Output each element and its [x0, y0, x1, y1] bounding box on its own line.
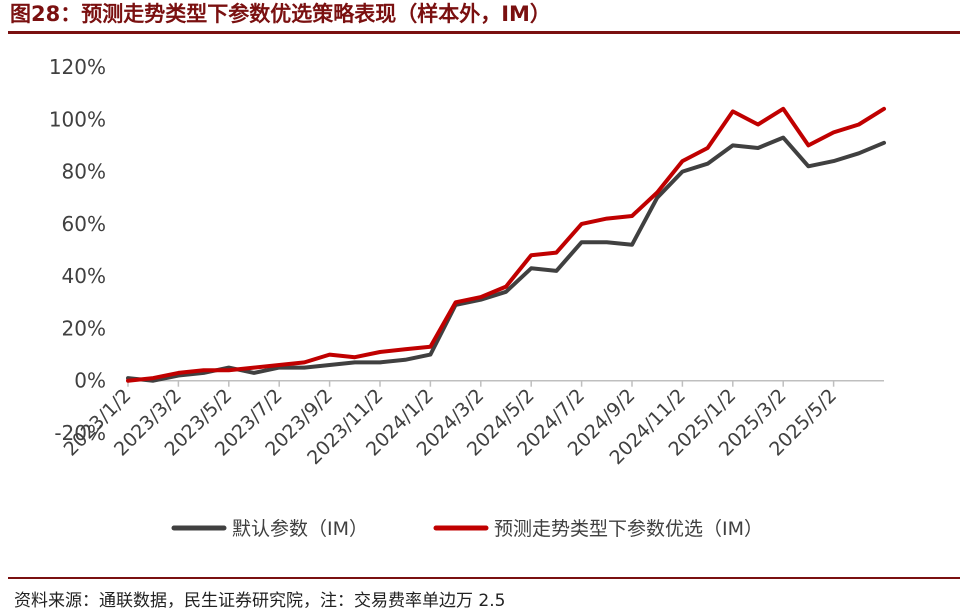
series-layer: [126, 106, 886, 383]
y-tick-label: 20%: [62, 316, 106, 340]
y-tick-label: 80%: [62, 160, 106, 184]
y-axis: -20% 0% 20% 40% 60% 80% 100% 120%: [49, 55, 106, 445]
y-tick-label: 120%: [49, 55, 106, 79]
x-axis: 2023/1/22023/3/22023/5/22023/7/22023/9/2…: [60, 380, 841, 469]
series-line-optimized: [126, 106, 886, 383]
y-tick-label: 60%: [62, 212, 106, 236]
y-tick-label: 0%: [74, 369, 106, 393]
legend-label-optimized: 预测走势类型下参数优选（IM）: [494, 518, 763, 540]
series-line-default: [126, 135, 886, 383]
legend-label-default: 默认参数（IM）: [232, 518, 368, 540]
source-note: 资料来源：通联数据，民生证券研究院，注：交易费率单边万 2.5: [14, 591, 506, 611]
title-rule: [8, 31, 960, 34]
figure-title: 图28：预测走势类型下参数优选策略表现（样本外，IM）: [10, 2, 551, 26]
legend: 默认参数（IM） 预测走势类型下参数优选（IM）: [171, 518, 763, 540]
y-tick-label: 100%: [49, 107, 106, 131]
y-tick-label: -20%: [54, 421, 106, 445]
y-tick-label: 40%: [62, 264, 106, 288]
source-rule: [8, 577, 960, 579]
